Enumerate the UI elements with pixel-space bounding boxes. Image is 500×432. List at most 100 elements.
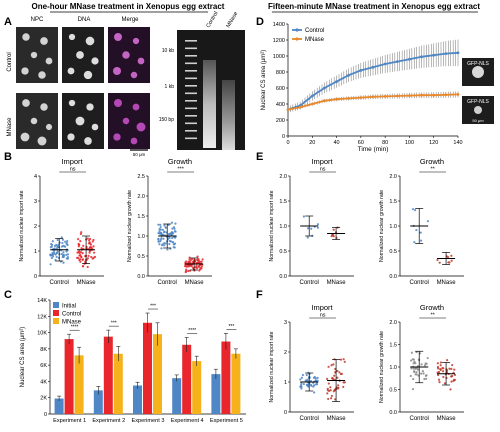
data-point bbox=[61, 254, 65, 257]
nucleus bbox=[22, 99, 30, 107]
y-tick-label: 0.5 bbox=[137, 254, 145, 260]
y-tick-label: 800 bbox=[276, 70, 285, 76]
bar-mnase bbox=[113, 353, 123, 414]
data-point bbox=[448, 261, 451, 264]
data-point bbox=[451, 363, 454, 367]
data-point bbox=[330, 364, 333, 367]
data-point bbox=[49, 254, 52, 257]
y-axis-label: Normalized nuclear import rate bbox=[19, 190, 25, 261]
data-point bbox=[192, 260, 195, 264]
significance-label: *** bbox=[228, 324, 234, 330]
data-point bbox=[299, 378, 302, 381]
nucleus bbox=[45, 57, 53, 65]
data-point bbox=[196, 261, 199, 264]
data-point bbox=[343, 381, 346, 384]
data-point bbox=[300, 376, 304, 379]
data-point bbox=[299, 385, 302, 388]
data-point bbox=[190, 258, 194, 261]
x-tick-label: Control bbox=[410, 280, 429, 286]
data-point bbox=[441, 370, 445, 373]
data-point bbox=[66, 257, 69, 260]
data-point bbox=[330, 394, 334, 398]
data-point bbox=[371, 65, 375, 69]
y-tick-label: 1.0 bbox=[137, 234, 145, 240]
data-point bbox=[310, 94, 314, 98]
data-point bbox=[326, 377, 329, 381]
data-point bbox=[80, 247, 83, 250]
ladder-band bbox=[185, 115, 197, 117]
data-point bbox=[161, 228, 165, 231]
data-point bbox=[171, 227, 174, 230]
y-tick-label: 0 bbox=[282, 134, 285, 140]
data-point bbox=[306, 236, 309, 239]
data-point bbox=[412, 367, 415, 370]
data-point bbox=[371, 95, 375, 99]
y-tick-label: 3 bbox=[34, 199, 37, 205]
x-tick-label: 100 bbox=[405, 140, 414, 146]
data-point bbox=[196, 255, 199, 258]
data-point bbox=[313, 375, 316, 379]
data-point bbox=[424, 362, 427, 365]
data-point bbox=[79, 239, 82, 243]
ladder-label-1kb: 1 kb bbox=[165, 84, 175, 90]
data-point bbox=[52, 251, 56, 254]
data-point bbox=[88, 241, 91, 244]
col-label-dna: DNA bbox=[78, 17, 91, 23]
y-axis-label: Nuclear CS area (μm²) bbox=[261, 50, 267, 110]
data-point bbox=[197, 265, 200, 268]
bar-mnase bbox=[231, 353, 241, 414]
data-point bbox=[436, 365, 440, 369]
inset-label-control: GFP-NLS bbox=[467, 61, 489, 67]
data-point bbox=[422, 372, 425, 375]
data-point bbox=[171, 241, 174, 244]
gel-lane-mnase bbox=[222, 80, 235, 150]
nucleus bbox=[76, 51, 84, 59]
scale-bar-label: 50 μm bbox=[133, 152, 146, 157]
data-point bbox=[173, 236, 176, 239]
data-point bbox=[62, 261, 65, 264]
data-point bbox=[196, 258, 199, 261]
nucleus bbox=[38, 71, 46, 79]
data-point bbox=[81, 258, 85, 261]
y-tick-label: 2.0 bbox=[389, 174, 397, 180]
y-tick-label: 600 bbox=[276, 86, 285, 92]
data-point bbox=[160, 244, 164, 247]
y-tick-label: 0.0 bbox=[279, 274, 287, 280]
data-point bbox=[327, 382, 330, 385]
data-point bbox=[314, 379, 317, 382]
data-point bbox=[395, 60, 399, 63]
data-point bbox=[424, 374, 427, 378]
nucleus bbox=[136, 122, 146, 132]
ladder-band bbox=[185, 70, 197, 72]
y-tick-label: 2 bbox=[284, 350, 287, 356]
nucleus bbox=[132, 37, 140, 45]
data-point bbox=[92, 238, 95, 242]
legend-label: Control bbox=[62, 312, 81, 318]
data-point bbox=[306, 384, 309, 387]
data-point bbox=[337, 384, 340, 387]
y-axis-label: Normalized nuclear import rate bbox=[269, 331, 275, 402]
data-point bbox=[168, 242, 171, 246]
nucleus bbox=[37, 136, 47, 146]
nucleus bbox=[91, 57, 99, 65]
chart-C: 0 2K 4K 6K 8K 10K 12K 14K Nuclear CS area (μm²) E… bbox=[20, 298, 246, 424]
significance-label: ns bbox=[70, 167, 76, 173]
data-point bbox=[158, 243, 161, 246]
nucleus bbox=[40, 37, 48, 45]
data-point bbox=[167, 233, 170, 236]
significance-label: ** bbox=[430, 313, 435, 319]
data-point bbox=[84, 255, 87, 258]
x-tick-label: Experiment 1 bbox=[53, 418, 86, 424]
y-tick-label: 10K bbox=[37, 331, 47, 337]
y-tick-label: 1.5 bbox=[389, 199, 397, 205]
bar-control bbox=[182, 344, 192, 414]
y-tick-label: 8K bbox=[40, 347, 47, 353]
data-point bbox=[316, 226, 320, 229]
data-point bbox=[441, 367, 444, 370]
x-tick-label: MNase bbox=[185, 280, 205, 286]
data-point bbox=[55, 243, 58, 246]
gel-label-control: Control bbox=[206, 11, 220, 29]
data-point bbox=[409, 359, 413, 362]
y-axis-label: Nuclear CS area (μm²) bbox=[20, 327, 26, 387]
data-point bbox=[420, 55, 423, 59]
